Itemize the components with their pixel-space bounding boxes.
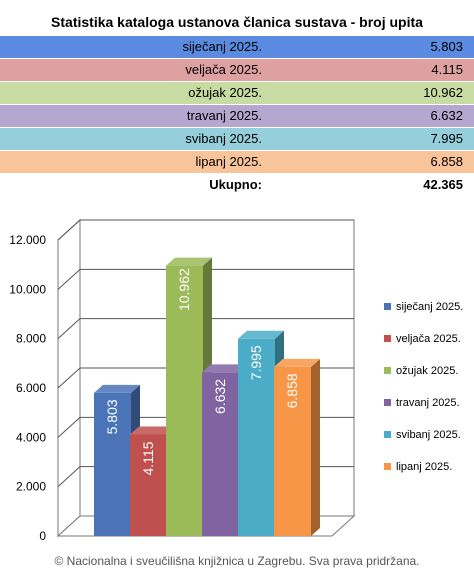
legend-label: siječanj 2025. bbox=[396, 301, 463, 313]
bar-front bbox=[94, 392, 131, 536]
bar-top bbox=[274, 358, 320, 367]
bar-front bbox=[274, 366, 311, 536]
legend-label: lipanj 2025. bbox=[396, 461, 452, 473]
y-tick-label: 12.000 bbox=[9, 233, 46, 247]
table-row: veljača 2025. 4.115 bbox=[0, 59, 474, 81]
bar-value-label: 5.803 bbox=[104, 399, 120, 434]
table-row: lipanj 2025. 6.858 bbox=[0, 151, 474, 173]
legend-swatch bbox=[384, 399, 391, 406]
count-value: 6.632 bbox=[430, 108, 463, 123]
legend-label: veljača 2025. bbox=[396, 333, 461, 345]
bar-value-label: 6.632 bbox=[212, 379, 228, 414]
bar-top bbox=[94, 384, 140, 393]
month-label: ožujak 2025. bbox=[188, 85, 262, 100]
total-row: Ukupno: 42.365 bbox=[0, 174, 474, 196]
y-tick-label: 4.000 bbox=[16, 430, 46, 444]
gridline bbox=[57, 318, 354, 340]
legend-label: travanj 2025. bbox=[396, 397, 460, 409]
total-label: Ukupno: bbox=[209, 177, 262, 192]
y-tick-label: 6.000 bbox=[16, 381, 46, 395]
count-value: 7.995 bbox=[430, 131, 463, 146]
table-row: siječanj 2025. 5.803 bbox=[0, 36, 474, 58]
bar-front bbox=[166, 265, 203, 536]
total-value: 42.365 bbox=[423, 177, 463, 192]
bar-value-label: 6.858 bbox=[284, 373, 300, 408]
bar-value-label: 10.962 bbox=[176, 268, 192, 311]
gridline bbox=[57, 219, 354, 241]
bar-top bbox=[130, 426, 176, 435]
summary-table: siječanj 2025. 5.803 veljača 2025. 4.115… bbox=[0, 36, 474, 197]
month-label: lipanj 2025. bbox=[195, 154, 263, 169]
table-row: svibanj 2025. 7.995 bbox=[0, 128, 474, 150]
bar-front bbox=[238, 338, 275, 536]
y-tick-label: 2.000 bbox=[16, 480, 46, 494]
bar-front bbox=[130, 434, 167, 536]
bar: 6.858 bbox=[274, 358, 320, 536]
month-label: veljača 2025. bbox=[185, 62, 262, 77]
month-label: svibanj 2025. bbox=[185, 131, 262, 146]
bar-value-label: 7.995 bbox=[248, 345, 264, 380]
table-row: travanj 2025. 6.632 bbox=[0, 105, 474, 127]
count-value: 10.962 bbox=[423, 85, 463, 100]
bar-top bbox=[166, 257, 212, 266]
month-label: travanj 2025. bbox=[186, 108, 262, 123]
gridline bbox=[57, 268, 354, 290]
table-row: ožujak 2025. 10.962 bbox=[0, 82, 474, 104]
page-title: Statistika kataloga ustanova članica sus… bbox=[51, 14, 423, 30]
bar-top bbox=[202, 364, 248, 373]
y-tick-label: 0 bbox=[39, 529, 46, 543]
legend-swatch bbox=[384, 463, 391, 470]
bar-side bbox=[311, 358, 320, 536]
month-label: siječanj 2025. bbox=[182, 39, 263, 54]
y-tick-label: 8.000 bbox=[16, 332, 46, 346]
count-value: 5.803 bbox=[430, 39, 463, 54]
legend-label: svibanj 2025. bbox=[396, 429, 461, 441]
count-value: 6.858 bbox=[430, 154, 463, 169]
legend-swatch bbox=[384, 303, 391, 310]
count-value: 4.115 bbox=[431, 62, 463, 77]
legend-swatch bbox=[384, 367, 391, 374]
bar-chart: 0 2.000 4.000 6.000 8.000 10.000 12.000 5.803 4.… bbox=[9, 218, 463, 543]
legend-swatch bbox=[384, 431, 391, 438]
y-tick-label: 10.000 bbox=[9, 282, 46, 296]
bar-front bbox=[202, 372, 239, 536]
bar-top bbox=[238, 330, 284, 339]
legend-label: ožujak 2025. bbox=[396, 365, 458, 377]
copyright-footer: © Nacionalna i sveučilišna knjižnica u Z… bbox=[54, 554, 420, 568]
legend-swatch bbox=[384, 335, 391, 342]
bar-value-label: 4.115 bbox=[140, 441, 156, 475]
